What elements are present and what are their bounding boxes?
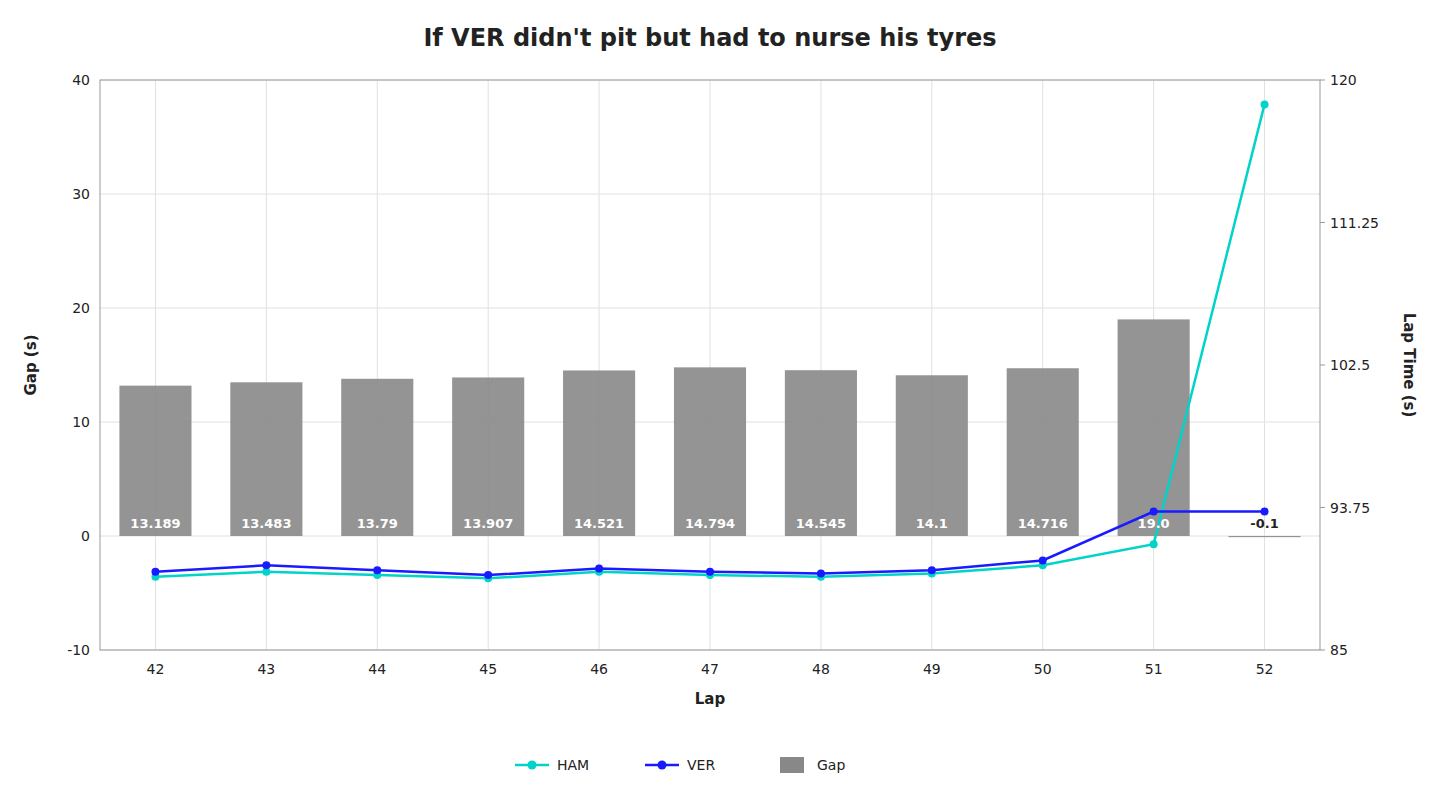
axes: 42 43 44 45 46 47 48 49 50 51 52 -10 0 10 20 30 40 85 93.7… — [67, 72, 1379, 677]
grid-line-x — [488, 80, 489, 650]
x-tick-label: 48 — [812, 661, 830, 677]
y2-tick-label: 120 — [1330, 72, 1357, 88]
bar — [119, 386, 191, 536]
grid — [100, 80, 1320, 650]
line-marker — [928, 566, 936, 574]
legend-swatch-marker — [528, 761, 537, 770]
bar — [674, 367, 746, 536]
bar-label: -0.1 — [1250, 516, 1278, 531]
y2-axis-label: Lap Time (s) — [1400, 313, 1418, 418]
line-marker — [262, 561, 270, 569]
line-marker — [1039, 556, 1047, 564]
x-axis-label: Lap — [695, 690, 726, 708]
bar — [452, 377, 524, 536]
legend-swatch-marker — [658, 761, 667, 770]
grid-line-x — [1264, 80, 1265, 650]
line-marker — [151, 568, 159, 576]
x-tick-label: 43 — [257, 661, 275, 677]
bar — [563, 370, 635, 536]
x-tick-label: 45 — [479, 661, 497, 677]
bar-label: 13.189 — [130, 516, 180, 531]
y2-tick — [1320, 80, 1325, 81]
y2-tick-label: 85 — [1330, 642, 1348, 658]
bar-label: 14.545 — [796, 516, 846, 531]
x-tick-label: 46 — [590, 661, 608, 677]
y2-tick-label: 102.5 — [1330, 357, 1370, 373]
x-tick-label: 51 — [1145, 661, 1163, 677]
line-series — [151, 508, 1268, 580]
bar — [1007, 368, 1079, 536]
chart-container: 13.189 13.483 13.79 13.907 14.521 14.794 14.54… — [0, 0, 1440, 810]
grid-line-x — [931, 80, 932, 650]
x-tick-label: 49 — [923, 661, 941, 677]
bar-series — [119, 319, 1300, 537]
background — [0, 0, 1440, 810]
x-tick-label: 52 — [1256, 661, 1274, 677]
bar-label: 13.79 — [357, 516, 398, 531]
y-tick-label: -10 — [67, 642, 90, 658]
x-tick-label: 47 — [701, 661, 719, 677]
bar-label: 19.0 — [1138, 516, 1170, 531]
line — [155, 512, 1264, 576]
chart-svg: 13.189 13.483 13.79 13.907 14.521 14.794 14.54… — [0, 0, 1440, 810]
line-marker — [1150, 508, 1158, 516]
bar-label: 14.794 — [685, 516, 735, 531]
line-marker — [706, 568, 714, 576]
bar-label: 14.716 — [1018, 516, 1068, 531]
line-marker — [373, 566, 381, 574]
line-marker — [817, 569, 825, 577]
line-marker — [1261, 508, 1269, 516]
legend: HAM VER Gap — [515, 757, 845, 773]
bar-label: 13.483 — [241, 516, 291, 531]
y2-tick — [1320, 365, 1325, 366]
bar-label: 14.521 — [574, 516, 624, 531]
y2-tick-label: 111.25 — [1330, 215, 1379, 231]
y-tick-label: 20 — [72, 300, 90, 316]
y-tick-label: 30 — [72, 186, 90, 202]
y-axis-label: Gap (s) — [22, 334, 40, 395]
y-tick-label: 10 — [72, 414, 90, 430]
line — [155, 104, 1264, 578]
bar — [230, 382, 302, 536]
line-marker — [1261, 100, 1269, 108]
bar-label: 13.907 — [463, 516, 513, 531]
y2-tick — [1320, 507, 1325, 508]
line-series — [151, 100, 1268, 582]
marks — [119, 100, 1300, 582]
y2-tick — [1320, 650, 1325, 651]
x-tick-label: 44 — [368, 661, 386, 677]
bar — [1118, 319, 1190, 536]
legend-label: VER — [687, 757, 715, 773]
plot-frame — [100, 80, 1320, 650]
y-tick-label: 0 — [81, 528, 90, 544]
grid-line-x — [820, 80, 821, 650]
line-marker — [1150, 540, 1158, 548]
line-marker — [484, 571, 492, 579]
x-tick-label: 50 — [1034, 661, 1052, 677]
y-tick-label: 40 — [72, 72, 90, 88]
bar-label: 14.1 — [916, 516, 948, 531]
grid-line-x — [710, 80, 711, 650]
line-marker — [595, 565, 603, 573]
y2-tick — [1320, 222, 1325, 223]
grid-line-x — [155, 80, 156, 650]
legend-label: HAM — [557, 757, 589, 773]
legend-label: Gap — [817, 757, 845, 773]
grid-line-x — [377, 80, 378, 650]
title: If VER didn't pit but had to nurse his t… — [423, 24, 996, 52]
bar — [896, 375, 968, 536]
data-labels: 13.189 13.483 13.79 13.907 14.521 14.794 14.54… — [130, 516, 1278, 531]
bar — [341, 379, 413, 536]
y2-tick-label: 93.75 — [1330, 500, 1370, 516]
grid-line-x — [599, 80, 600, 650]
bar — [1229, 536, 1301, 537]
legend-swatch — [780, 757, 804, 773]
x-tick-label: 42 — [147, 661, 165, 677]
bar — [785, 370, 857, 536]
